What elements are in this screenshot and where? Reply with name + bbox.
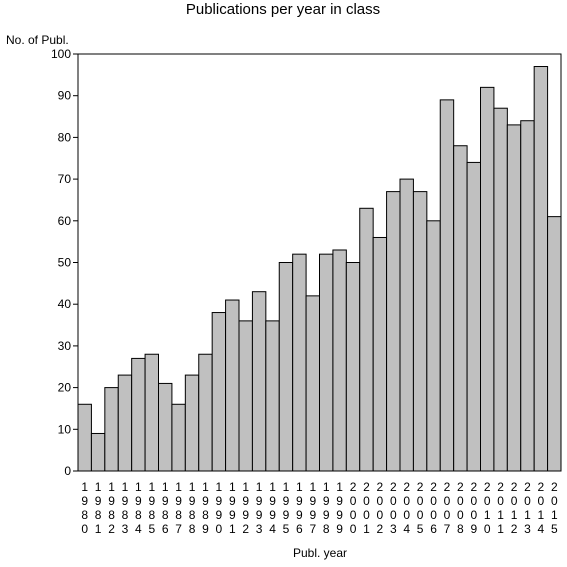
bar-1982: [104, 387, 119, 472]
y-tick-label: 70: [58, 172, 72, 186]
bar-1987: [171, 403, 186, 472]
y-tick-label: 50: [58, 256, 72, 270]
bar-2005: [412, 191, 428, 472]
bar-1999: [332, 249, 347, 472]
bar-2014: [533, 66, 549, 472]
bar-2013: [520, 120, 535, 472]
bar-1993: [251, 291, 267, 472]
bar-1981: [90, 432, 106, 472]
y-tick-label: 90: [58, 89, 72, 103]
bar-2012: [506, 124, 522, 472]
bar-2011: [493, 107, 508, 472]
y-tick-label: 0: [64, 464, 71, 478]
bar-2000: [345, 262, 361, 472]
chart-title: Publications per year in class: [186, 1, 380, 18]
bar-1989: [198, 353, 213, 472]
bar-1992: [238, 320, 253, 472]
bar-1980: [77, 403, 92, 472]
bar-1994: [265, 320, 280, 472]
bar-1984: [131, 357, 146, 472]
bar-2002: [372, 236, 388, 472]
x-axis-tick-labels: 1 9 8 0 1 9 8 1 1 9 8 2 1 9 8 3 1 9 8 4 1 9 8 5 1 9 8 6 1 9 8 7 1 9 8 8 1 9 8 9…: [81, 480, 558, 536]
bar-2015: [547, 216, 562, 472]
y-tick-label: 80: [58, 130, 72, 144]
bar-1997: [305, 295, 320, 472]
bar-1991: [225, 299, 240, 472]
bar-1985: [144, 353, 160, 472]
bar-1996: [292, 253, 307, 472]
bar-2010: [480, 86, 495, 472]
bar-2007: [439, 99, 455, 472]
bar-2003: [386, 191, 401, 472]
y-axis-label: No. of Publ.: [6, 33, 69, 47]
y-tick-label: 10: [58, 422, 72, 436]
bar-2001: [359, 207, 374, 472]
bar-1988: [184, 374, 200, 472]
bar-2004: [399, 178, 414, 472]
y-tick-label: 30: [58, 339, 72, 353]
bar-2008: [453, 145, 468, 472]
y-tick-label: 20: [58, 381, 72, 395]
bar-1998: [319, 253, 334, 472]
y-axis-ticks: 0 10 20 30 40 50 60 70 80 90 100: [51, 47, 78, 478]
y-tick-label: 60: [58, 214, 72, 228]
bar-1995: [278, 262, 294, 472]
x-axis-label: Publ. year: [293, 546, 347, 560]
y-tick-label: 40: [58, 297, 72, 311]
y-tick-label: 100: [51, 47, 71, 61]
plot-frame: [77, 53, 562, 472]
bar-1983: [117, 374, 133, 472]
bar-2009: [466, 161, 481, 472]
bars-group: [77, 66, 562, 472]
bar-1990: [211, 312, 227, 472]
bar-1986: [158, 382, 173, 472]
bar-2006: [426, 220, 441, 472]
